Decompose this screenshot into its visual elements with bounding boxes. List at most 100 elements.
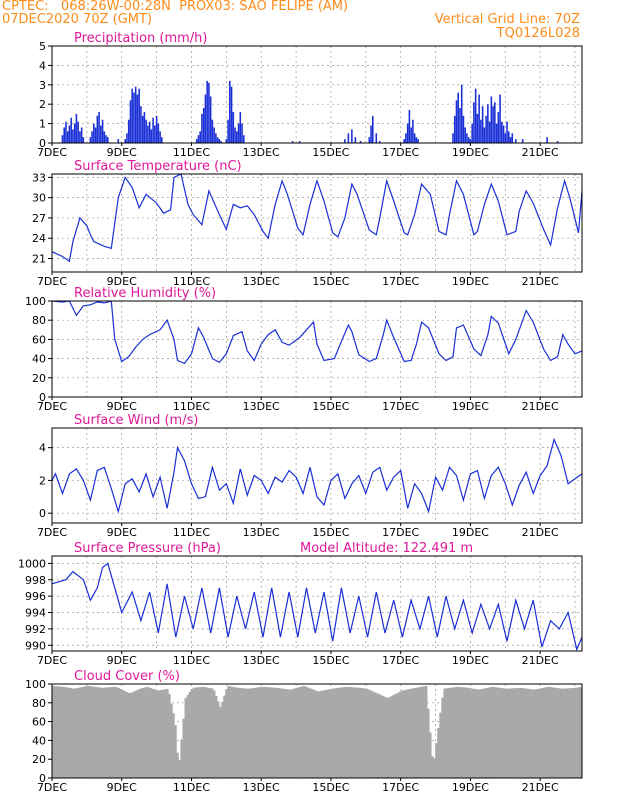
cloud-bar <box>264 687 267 778</box>
cloud-bar <box>100 687 104 778</box>
precip-bar <box>138 88 140 143</box>
precip-bar <box>487 104 489 143</box>
cloud-bar <box>400 690 404 778</box>
cloud-bar <box>457 686 461 778</box>
precip-bar <box>204 94 207 143</box>
cloud-bar <box>429 732 432 778</box>
precip-bar <box>91 131 93 143</box>
cloud-bar <box>353 687 357 778</box>
header-model-code: TQ0126L028 <box>496 26 580 41</box>
x-tick-label: 9DEC <box>107 781 137 794</box>
x-tick-label: 17DEC <box>382 275 419 288</box>
cloud-bar <box>155 690 159 778</box>
cloud-bar <box>111 687 114 778</box>
cloud-bar <box>469 688 473 778</box>
precip-bar <box>471 123 473 143</box>
x-tick-label: 9DEC <box>107 400 137 413</box>
cloud-bar <box>561 688 565 778</box>
cloud-bar <box>251 688 255 778</box>
cloud-bar <box>88 686 92 778</box>
precip-bar <box>206 80 208 143</box>
cloud-bar <box>192 687 196 778</box>
cloud-bar <box>502 688 505 778</box>
cloud-bar <box>529 689 532 778</box>
cloud-bar <box>304 686 308 778</box>
x-tick-label: 7DEC <box>37 526 67 539</box>
precip-bar <box>460 84 463 143</box>
cloud-bar <box>331 688 334 778</box>
cloud-bar <box>433 758 436 778</box>
cloud-bar <box>109 687 112 778</box>
y-tick-label: 0 <box>39 391 46 404</box>
cloud-bar <box>107 687 110 778</box>
precip-bar <box>298 141 301 143</box>
cloud-bar <box>259 686 263 778</box>
precip-bar <box>136 94 139 143</box>
cloud-bar <box>559 688 563 778</box>
precip-bar <box>103 131 106 143</box>
cloud-bar <box>496 687 499 778</box>
press-frame <box>51 555 583 652</box>
press-line <box>51 562 583 652</box>
cloud-bar <box>125 691 128 778</box>
cloud-bar <box>575 687 579 778</box>
cloud-bar <box>172 713 175 778</box>
cloud-bar <box>335 688 338 778</box>
cloud-bar <box>149 688 153 778</box>
precip-bar <box>227 119 229 143</box>
cloud-bar <box>463 687 467 778</box>
cloud-bar <box>425 685 428 778</box>
cloud-bar <box>363 688 367 778</box>
cloud-bar <box>194 687 198 778</box>
precip-bar <box>359 141 362 143</box>
precip-bar <box>236 131 238 143</box>
y-tick-label: 100 <box>25 678 46 691</box>
cloud-bar <box>119 688 122 778</box>
cloud-bar <box>170 703 173 778</box>
precip-bar <box>480 119 482 143</box>
precip-bar <box>107 137 109 143</box>
precip-bar <box>82 137 85 143</box>
cloud-bar <box>506 688 510 778</box>
cloud-bar <box>378 694 381 778</box>
x-tick-label: 11DEC <box>173 781 210 794</box>
precip-bar <box>234 127 236 143</box>
cloud-bar <box>376 693 379 778</box>
cloud-bar <box>162 689 165 778</box>
y-tick-label: 24 <box>32 232 46 245</box>
cloud-bar <box>329 689 332 778</box>
precip-bar <box>89 137 92 143</box>
cloud-bar <box>459 687 463 778</box>
cloud-bar <box>386 697 389 778</box>
cloud-bar <box>500 688 503 778</box>
x-tick-label: 7DEC <box>37 654 67 667</box>
x-tick-label: 11DEC <box>173 526 210 539</box>
precip-bar <box>405 133 407 143</box>
precip-bar <box>127 119 130 143</box>
precip-bar <box>150 129 153 143</box>
x-tick-label: 11DEC <box>173 654 210 667</box>
cloud-bar <box>337 687 340 778</box>
cloud-bar <box>321 690 324 778</box>
x-tick-label: 13DEC <box>243 275 280 288</box>
x-tick-label: 11DEC <box>173 400 210 413</box>
cloud-bar <box>180 739 183 778</box>
precip-bar <box>213 127 215 143</box>
cloud-bar <box>78 687 81 778</box>
x-tick-label: 15DEC <box>312 275 349 288</box>
cloud-bar <box>113 686 116 778</box>
x-tick-label: 9DEC <box>107 275 137 288</box>
cloud-bar <box>249 688 253 778</box>
cloud-bar <box>255 687 259 778</box>
cloud-bar <box>453 687 457 778</box>
x-tick-label: 9DEC <box>107 146 137 159</box>
cloud-bar <box>227 686 230 778</box>
cloud-bar <box>531 689 534 778</box>
cloud-bar <box>478 689 481 778</box>
precip-bar <box>154 125 156 143</box>
precip-bar <box>495 123 498 143</box>
precip-bar <box>68 125 71 143</box>
precip-bar <box>93 123 95 143</box>
cloud-bar <box>555 687 558 778</box>
cloud-frame <box>51 683 583 779</box>
